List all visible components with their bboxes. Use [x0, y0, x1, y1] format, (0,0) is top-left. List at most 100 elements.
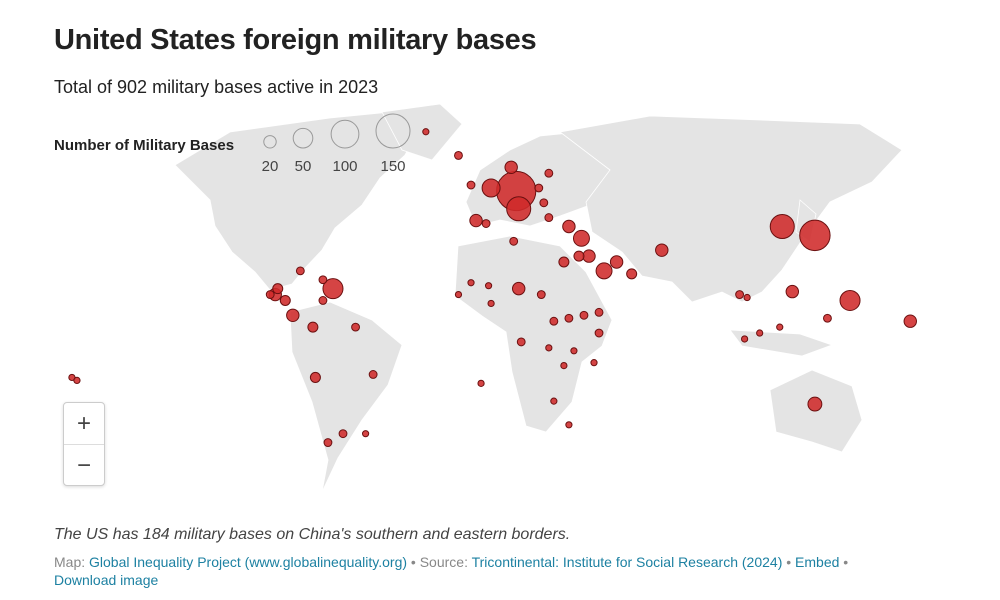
- base-bubble: [286, 308, 300, 322]
- source-label: Source:: [419, 554, 468, 570]
- base-bubble: [572, 229, 590, 247]
- base-bubble: [484, 282, 493, 290]
- embed-link[interactable]: Embed: [795, 554, 840, 570]
- base-bubble: [466, 180, 476, 190]
- footer: Map: Global Inequality Project (www.glob…: [54, 553, 954, 589]
- base-bubble: [549, 316, 559, 326]
- base-bubble: [564, 313, 574, 323]
- legend: 20 50 100 150: [262, 113, 411, 175]
- base-bubble: [823, 313, 832, 323]
- base-bubble: [595, 262, 613, 280]
- base-bubble: [506, 196, 532, 222]
- source-link[interactable]: Tricontinental: Institute for Social Res…: [471, 554, 783, 570]
- base-bubble: [323, 438, 333, 447]
- base-bubble: [769, 213, 795, 240]
- base-bubble: [467, 279, 475, 287]
- indonesia: [729, 329, 834, 357]
- base-bubble: [550, 397, 558, 405]
- base-bubble: [536, 290, 546, 299]
- base-bubble: [544, 213, 554, 223]
- legend-circle: [292, 127, 314, 149]
- base-bubble: [504, 160, 518, 174]
- base-bubble: [422, 128, 430, 136]
- base-bubble: [570, 347, 578, 355]
- base-bubble: [560, 361, 568, 370]
- download-link[interactable]: Download image: [54, 572, 159, 588]
- separator: [839, 554, 848, 570]
- zoom-out-button[interactable]: −: [64, 444, 104, 486]
- note: The US has 184 military bases on China's…: [54, 526, 571, 543]
- base-bubble: [776, 323, 784, 331]
- separator: [407, 554, 416, 570]
- base-bubble: [361, 430, 370, 438]
- subtitle: Total of 902 military bases active in 20…: [54, 77, 379, 97]
- base-bubble: [756, 329, 764, 337]
- africa: [454, 235, 613, 433]
- base-bubble: [368, 370, 378, 379]
- base-bubble: [785, 284, 800, 299]
- base-bubble: [534, 183, 544, 193]
- base-bubble: [558, 256, 570, 268]
- base-bubble: [481, 178, 501, 198]
- base-bubble: [735, 290, 745, 299]
- base-bubble: [481, 219, 491, 228]
- base-bubble: [509, 236, 519, 246]
- base-bubble: [516, 337, 526, 347]
- base-bubble: [295, 266, 305, 276]
- legend-label: 20: [262, 158, 279, 175]
- base-bubble: [579, 310, 589, 320]
- base-bubble: [903, 314, 917, 328]
- separator: [782, 554, 791, 570]
- base-bubble: [565, 421, 573, 429]
- zoom-in-button[interactable]: +: [76, 410, 91, 437]
- base-bubble: [454, 151, 463, 160]
- north-america: [174, 111, 421, 291]
- asia: [559, 115, 903, 303]
- bubbles: [68, 128, 917, 447]
- legend-label: 50: [295, 158, 312, 175]
- base-bubble: [741, 335, 749, 343]
- base-bubble: [307, 321, 319, 333]
- map-label: Map:: [54, 554, 86, 570]
- legend-label: 100: [332, 158, 357, 175]
- base-bubble: [322, 278, 344, 300]
- base-bubble: [73, 376, 81, 385]
- base-bubble: [454, 290, 463, 299]
- base-bubble: [351, 322, 360, 332]
- legend-circle: [375, 113, 411, 149]
- legend-circle: [263, 135, 277, 149]
- legend-title: Number of Military Bases: [54, 137, 234, 154]
- base-bubble: [272, 283, 284, 295]
- base-bubble: [318, 275, 328, 285]
- legend-label: 150: [380, 158, 405, 175]
- base-bubble: [626, 268, 638, 280]
- base-bubble: [539, 198, 549, 208]
- base-bubble: [265, 290, 275, 299]
- map: Number of Military Bases 20 50 100 150: [54, 103, 917, 493]
- base-bubble: [839, 289, 861, 311]
- base-bubble: [590, 359, 598, 367]
- base-bubble: [338, 429, 348, 439]
- base-bubble: [279, 294, 291, 306]
- map-link[interactable]: Global Inequality Project (www.globaline…: [89, 554, 408, 570]
- base-bubble: [609, 255, 624, 269]
- base-bubble: [594, 307, 604, 317]
- base-bubble: [469, 213, 483, 228]
- base-bubble: [655, 243, 669, 257]
- base-bubble: [594, 328, 604, 338]
- base-bubble: [582, 249, 596, 263]
- base-bubble: [799, 219, 831, 252]
- title: United States foreign military bases: [54, 24, 537, 56]
- base-bubble: [512, 281, 526, 296]
- base-bubble: [807, 396, 823, 412]
- base-bubble: [477, 379, 485, 387]
- south-america: [289, 301, 403, 493]
- legend-circle: [330, 119, 360, 149]
- base-bubble: [544, 168, 554, 178]
- base-bubble: [318, 296, 328, 305]
- base-bubble: [573, 250, 585, 262]
- base-bubble: [487, 299, 495, 308]
- base-bubble: [562, 219, 576, 234]
- base-bubble: [545, 344, 553, 352]
